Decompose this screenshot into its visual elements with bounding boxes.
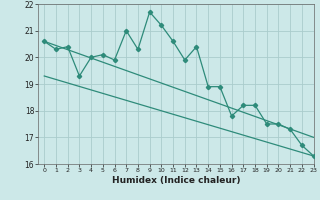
X-axis label: Humidex (Indice chaleur): Humidex (Indice chaleur)	[112, 176, 240, 185]
